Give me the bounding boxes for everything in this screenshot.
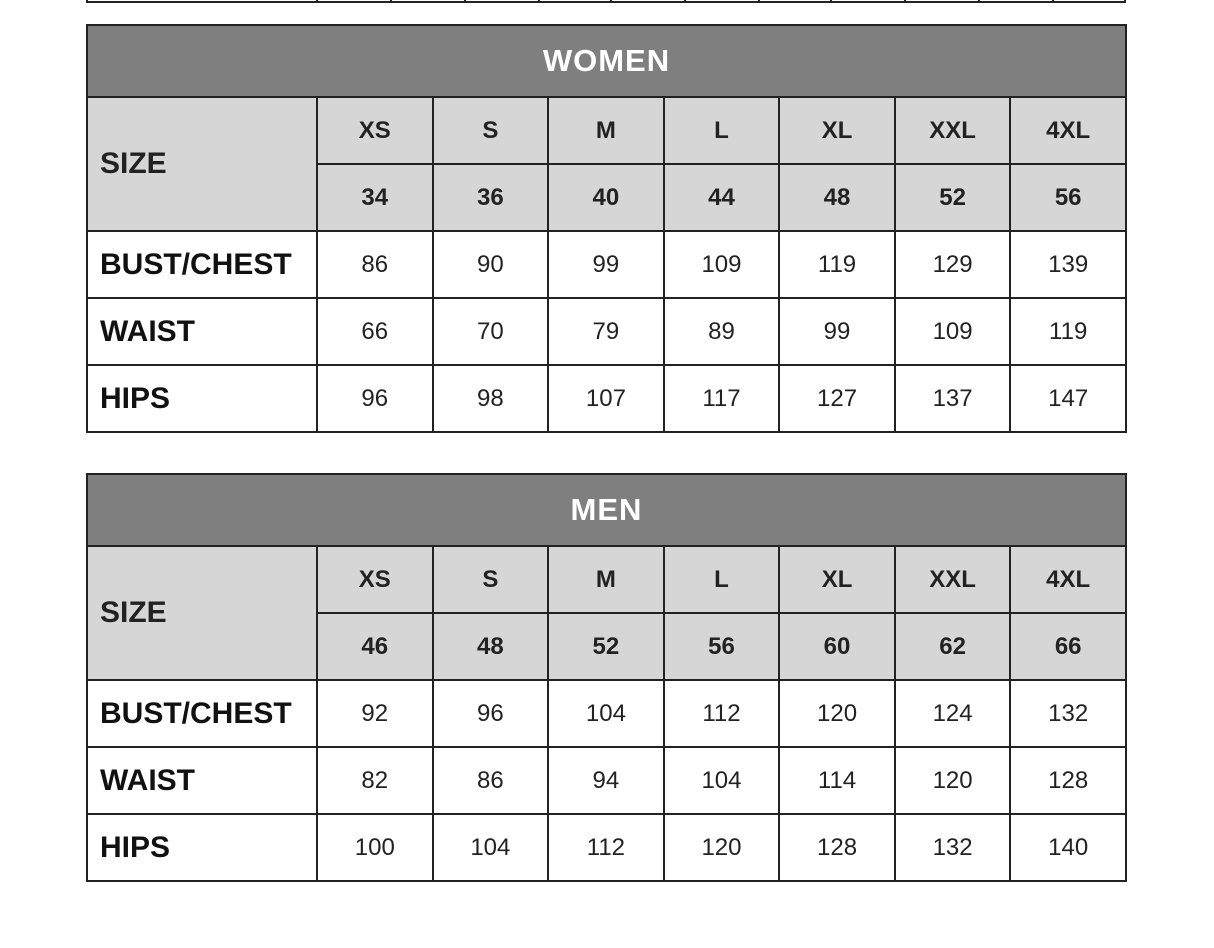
table-row: WAIST 82 86 94 104 114 120 128 [86,746,1127,815]
size-letter: L [662,96,781,165]
measurement-value: 120 [662,813,781,882]
size-label: SIZE [86,96,318,232]
men-size-table: MEN SIZE XS S M L XL XXL 4XL 46 48 52 56 60 62 66 BUST/C… [86,473,1127,882]
measurement-value: 96 [316,364,434,433]
measurement-value: 104 [662,746,781,815]
measurement-label: HIPS [86,813,318,882]
size-letter: XXL [893,545,1012,614]
measurement-value: 128 [778,813,896,882]
size-number: 60 [778,612,896,681]
measurement-value: 109 [893,297,1012,366]
table-row: BUST/CHEST 92 96 104 112 120 124 132 [86,679,1127,748]
measurement-value: 112 [547,813,665,882]
size-letter: 4XL [1009,545,1127,614]
measurement-value: 127 [778,364,896,433]
measurement-value: 137 [893,364,1012,433]
size-label: SIZE [86,545,318,681]
size-letter: 4XL [1009,96,1127,165]
size-number: 56 [1009,163,1127,232]
measurement-value: 89 [662,297,781,366]
measurement-value: 140 [1009,813,1127,882]
measurement-value: 129 [893,230,1012,299]
size-number: 66 [1009,612,1127,681]
size-number: 36 [431,163,550,232]
size-letter: XXL [893,96,1012,165]
measurement-value: 119 [778,230,896,299]
table-row: HIPS 100 104 112 120 128 132 140 [86,813,1127,882]
table-title: WOMEN [86,24,1127,98]
measurement-value: 94 [547,746,665,815]
size-letter: S [431,96,550,165]
measurement-label: BUST/CHEST [86,679,318,748]
size-number: 48 [431,612,550,681]
size-letter: XL [778,96,896,165]
size-letter: XL [778,545,896,614]
measurement-value: 98 [431,364,550,433]
measurement-value: 104 [547,679,665,748]
measurement-value: 82 [316,746,434,815]
measurement-value: 132 [893,813,1012,882]
measurement-value: 120 [893,746,1012,815]
measurement-value: 107 [547,364,665,433]
measurement-value: 104 [431,813,550,882]
measurement-value: 147 [1009,364,1127,433]
measurement-value: 92 [316,679,434,748]
size-letter: L [662,545,781,614]
measurement-value: 99 [778,297,896,366]
measurement-value: 114 [778,746,896,815]
measurement-value: 100 [316,813,434,882]
size-letter: M [547,96,665,165]
measurement-label: HIPS [86,364,318,433]
measurement-value: 117 [662,364,781,433]
measurement-value: 124 [893,679,1012,748]
table-row: WAIST 66 70 79 89 99 109 119 [86,297,1127,366]
table-row: BUST/CHEST 86 90 99 109 119 129 139 [86,230,1127,299]
size-number: 62 [893,612,1012,681]
size-number: 48 [778,163,896,232]
size-number: 40 [547,163,665,232]
measurement-value: 112 [662,679,781,748]
measurement-value: 128 [1009,746,1127,815]
measurement-value: 96 [431,679,550,748]
size-letter: XS [316,96,434,165]
table-row: HIPS 96 98 107 117 127 137 147 [86,364,1127,433]
women-size-table: WOMEN SIZE XS S M L XL XXL 4XL 34 36 40 44 48 52 56 BUST… [86,24,1127,433]
size-number: 52 [893,163,1012,232]
size-letter: M [547,545,665,614]
measurement-value: 120 [778,679,896,748]
measurement-value: 86 [316,230,434,299]
previous-table-bottom-edge [86,0,1126,3]
table-title: MEN [86,473,1127,547]
measurement-value: 66 [316,297,434,366]
measurement-value: 139 [1009,230,1127,299]
measurement-label: WAIST [86,297,318,366]
measurement-label: WAIST [86,746,318,815]
measurement-value: 132 [1009,679,1127,748]
measurement-value: 70 [431,297,550,366]
size-number: 46 [316,612,434,681]
measurement-value: 86 [431,746,550,815]
size-letter: XS [316,545,434,614]
size-number: 52 [547,612,665,681]
size-number: 56 [662,612,781,681]
measurement-value: 99 [547,230,665,299]
measurement-value: 109 [662,230,781,299]
size-number: 34 [316,163,434,232]
measurement-value: 90 [431,230,550,299]
measurement-value: 119 [1009,297,1127,366]
size-letter: S [431,545,550,614]
measurement-label: BUST/CHEST [86,230,318,299]
size-number: 44 [662,163,781,232]
measurement-value: 79 [547,297,665,366]
